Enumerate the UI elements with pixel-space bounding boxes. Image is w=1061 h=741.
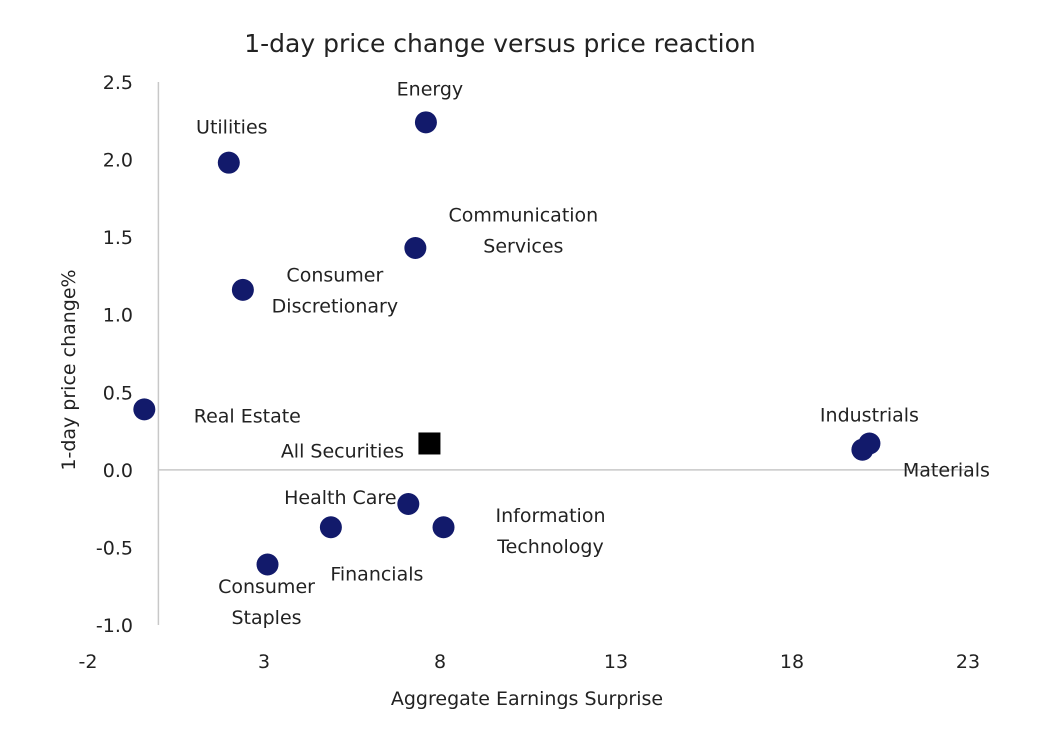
point-label-line: Real Estate — [194, 405, 301, 427]
point-label-line: Materials — [903, 460, 990, 482]
y-tick-label: 2.5 — [103, 72, 133, 94]
data-point — [404, 237, 427, 260]
x-tick-label: 3 — [258, 651, 270, 673]
data-point — [319, 516, 342, 539]
y-tick-label: -0.5 — [96, 537, 133, 559]
data-point — [231, 278, 254, 301]
point-label-line: Discretionary — [272, 295, 398, 317]
y-tick-label: 0.0 — [103, 460, 133, 482]
point-label-line: Utilities — [196, 117, 268, 139]
point-label: Information Technology — [496, 505, 606, 558]
point-label-line: Consumer — [286, 264, 383, 286]
y-tick-label: 0.5 — [103, 382, 133, 404]
point-label-line: Communication — [448, 205, 598, 227]
point-label-line: Health Care — [284, 487, 396, 509]
point-label: Industrials — [820, 404, 919, 426]
point-label-line: Energy — [397, 78, 464, 100]
data-point — [432, 516, 455, 539]
point-label-line: Industrials — [820, 404, 919, 426]
point-label-line: All Securities — [281, 440, 404, 462]
data-point — [256, 553, 279, 576]
point-label-line: Staples — [231, 607, 301, 629]
axes-layer: 2.5 2.0 1.5 1.0 0.5 0.0 -0.5 -1.0 -2 3 8 13 18 23 — [79, 72, 981, 673]
data-point — [133, 398, 156, 421]
point-label: Materials — [903, 460, 990, 482]
data-point — [217, 151, 240, 174]
data-point — [414, 111, 437, 134]
point-label-line: Financials — [330, 563, 423, 585]
point-label: Utilities — [196, 117, 268, 139]
data-point-square — [418, 432, 441, 455]
y-tick-label: 1.5 — [103, 227, 133, 249]
point-label: Energy — [397, 78, 464, 100]
x-axis-title: Aggregate Earnings Surprise — [391, 688, 663, 710]
point-label: All Securities — [281, 440, 404, 462]
point-label: Communication Services — [448, 205, 598, 258]
point-label-line: Technology — [496, 536, 603, 558]
point-label: Consumer Discretionary — [272, 264, 398, 317]
points-layer — [133, 111, 881, 576]
point-label: Real Estate — [194, 405, 301, 427]
data-point — [397, 492, 420, 515]
point-label: Financials — [330, 563, 423, 585]
point-labels-layer: Energy Utilities Communication Services Cons… — [194, 78, 990, 629]
point-label: Consumer Staples — [218, 576, 315, 629]
x-tick-label: 13 — [604, 651, 628, 673]
x-tick-label: 18 — [780, 651, 804, 673]
point-label-line: Information — [496, 505, 606, 527]
point-label: Health Care — [284, 487, 396, 509]
y-tick-label: 1.0 — [103, 305, 133, 327]
point-label-line: Services — [483, 236, 563, 258]
y-axis-title: 1-day price change% — [58, 269, 80, 470]
x-tick-label: -2 — [79, 651, 98, 673]
chart-title: 1-day price change versus price reaction — [244, 29, 756, 58]
x-tick-label: 8 — [434, 651, 446, 673]
data-point — [851, 438, 874, 461]
y-tick-label: -1.0 — [96, 615, 133, 637]
y-tick-label: 2.0 — [103, 150, 133, 172]
x-tick-label: 23 — [956, 651, 980, 673]
point-label-line: Consumer — [218, 576, 315, 598]
